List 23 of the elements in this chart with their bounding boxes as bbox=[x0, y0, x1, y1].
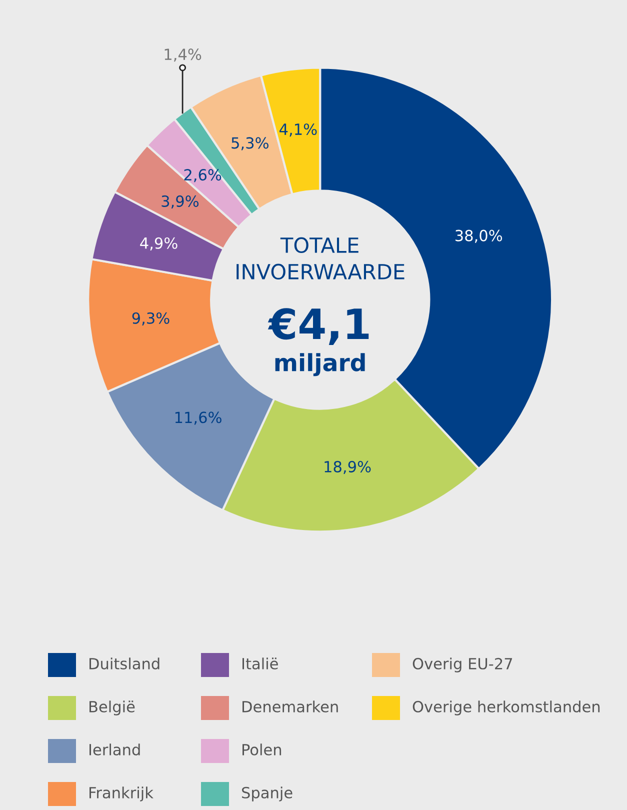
legend-label: Overig EU-27 bbox=[412, 658, 512, 672]
data-label: 2,6% bbox=[184, 169, 222, 182]
legend-label: Italië bbox=[242, 658, 278, 670]
data-label: 11,6% bbox=[175, 412, 222, 425]
text: miljard bbox=[275, 353, 365, 376]
legend-label: België bbox=[90, 700, 135, 716]
data-label: 1,4% bbox=[164, 48, 202, 62]
legend-label: Duitsland bbox=[90, 658, 160, 670]
data-label: 3,9% bbox=[162, 195, 199, 209]
data-label: 38,0% bbox=[456, 230, 502, 243]
legend-label: Frankrijk bbox=[90, 786, 154, 802]
text: €4,1 bbox=[268, 308, 369, 345]
legend-label: Spanje bbox=[242, 786, 292, 802]
data-label: 4,9% bbox=[140, 237, 178, 250]
data-label: 5,3% bbox=[232, 137, 268, 150]
legend-label: Ierland bbox=[90, 744, 140, 756]
legend-label: Denemarken bbox=[242, 700, 338, 712]
text: TOTALE INVOERWAARDE bbox=[236, 237, 404, 280]
data-label: 4,1% bbox=[280, 123, 317, 137]
legend-label: Polen bbox=[242, 744, 282, 756]
legend-label: Overige herkomstlanden bbox=[412, 700, 600, 716]
data-label: 9,3% bbox=[132, 312, 170, 326]
data-label: 18,9% bbox=[324, 460, 371, 474]
